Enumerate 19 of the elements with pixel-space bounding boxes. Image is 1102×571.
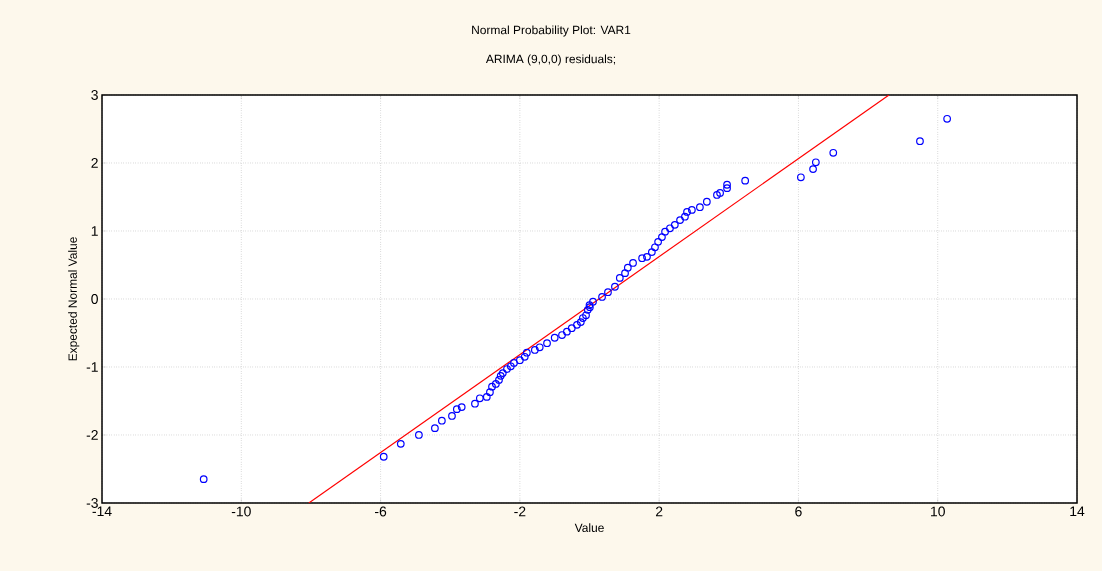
y-tick-label: -3 bbox=[86, 498, 98, 508]
y-tick-label: 1 bbox=[91, 226, 98, 236]
y-tick-label: 0 bbox=[91, 294, 98, 304]
y-tick-label: -1 bbox=[86, 362, 98, 372]
y-tick-label: -2 bbox=[86, 430, 98, 440]
x-axis-title: Value bbox=[574, 523, 604, 532]
chart-title: Normal Probability Plot: VAR1 bbox=[472, 25, 631, 37]
x-tick-label: 14 bbox=[1070, 506, 1085, 517]
x-tick-label: -2 bbox=[514, 506, 526, 517]
x-tick-label: 10 bbox=[931, 506, 945, 517]
x-tick-label: 2 bbox=[655, 506, 663, 517]
x-tick-label: 6 bbox=[795, 506, 802, 517]
x-tick-label: -14 bbox=[92, 506, 112, 517]
x-tick-label: -10 bbox=[231, 506, 251, 517]
chart-subtitle: ARIMA (9,0,0) residuals; bbox=[485, 54, 616, 66]
y-tick-label: 3 bbox=[91, 90, 98, 100]
y-axis-title: Expected Normal Value bbox=[68, 237, 80, 361]
x-tick-label: -6 bbox=[375, 506, 387, 517]
y-tick-label: 2 bbox=[91, 158, 98, 168]
